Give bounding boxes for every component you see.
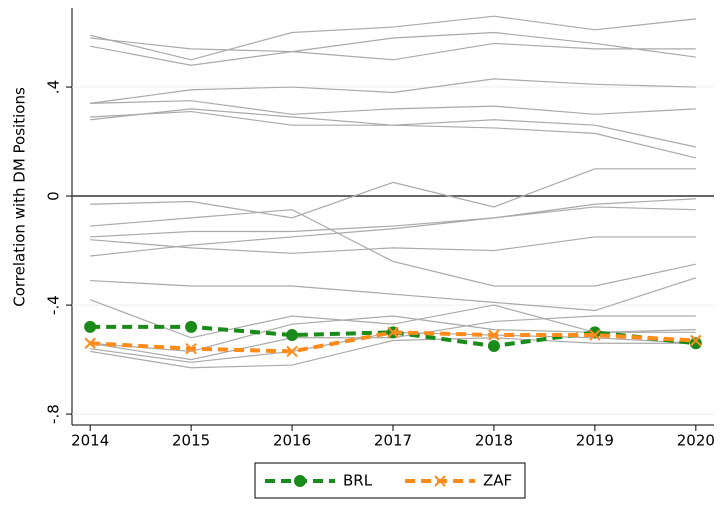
x-tick-label: 2016 (273, 432, 311, 450)
marker (286, 345, 298, 358)
background-line (90, 198, 696, 238)
y-tick-label: .4 (45, 80, 63, 94)
x-tick-label: 2014 (71, 432, 109, 450)
y-tick-label: -.4 (45, 295, 63, 315)
background-line (90, 277, 697, 312)
background-line (90, 100, 696, 115)
background-line (90, 78, 696, 104)
marker (84, 320, 97, 333)
x-tick-label: 2018 (475, 432, 513, 450)
marker (185, 320, 198, 333)
background-line (90, 168, 696, 219)
background-line (90, 15, 696, 61)
legend-label: BRL (343, 472, 373, 490)
marker (488, 329, 500, 341)
marker (487, 339, 500, 352)
legend-label: ZAF (483, 472, 512, 490)
x-tick-label: 2019 (576, 432, 614, 450)
y-axis-label: Correlation with DM Positions (11, 87, 29, 307)
background-line (90, 337, 696, 369)
marker (84, 337, 96, 349)
x-tick-label: 2017 (374, 432, 412, 450)
background-line (90, 206, 696, 257)
y-tick-label: 0 (45, 191, 63, 201)
legend-marker (294, 475, 306, 487)
background-line (90, 236, 696, 254)
marker (690, 334, 702, 347)
background-line (90, 37, 696, 61)
x-tick-label: 2015 (172, 432, 210, 450)
background-line (90, 110, 696, 148)
marker (286, 329, 299, 342)
marker (387, 326, 399, 339)
x-tick-label: 2020 (677, 432, 715, 450)
background-line (90, 108, 696, 159)
legend-marker (434, 475, 446, 487)
y-tick-label: -.8 (45, 404, 63, 424)
marker (689, 337, 702, 350)
marker (185, 342, 197, 355)
marker (589, 329, 601, 341)
background-line (90, 209, 696, 287)
background-line (90, 31, 696, 66)
